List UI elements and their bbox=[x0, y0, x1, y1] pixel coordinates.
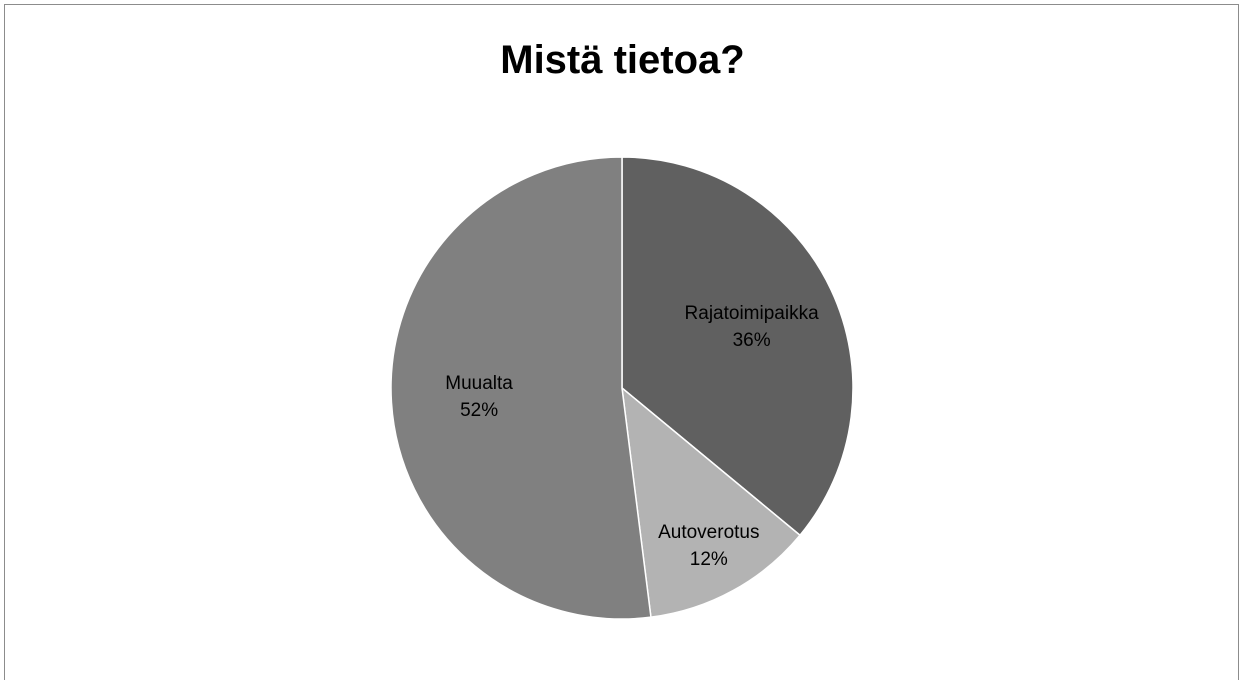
slice-label-percent: 36% bbox=[733, 330, 771, 351]
slice-label-percent: 12% bbox=[690, 549, 728, 570]
pie-slices bbox=[390, 156, 854, 620]
pie-slice-rajatoimipaikka bbox=[621, 156, 854, 536]
pie-slice-muualta bbox=[390, 156, 652, 620]
slice-label-name: Rajatoimipaikka bbox=[685, 303, 820, 324]
slice-label-name: Autoverotus bbox=[658, 522, 759, 543]
slice-label-name: Muualta bbox=[445, 373, 513, 394]
slice-label-percent: 52% bbox=[460, 400, 498, 421]
pie-labels: Rajatoimipaikka 36% Autoverotus 12% Muualta 5… bbox=[445, 303, 819, 570]
chart-title: Mistä tietoa? bbox=[500, 38, 745, 82]
pie-slice-autoverotus bbox=[621, 387, 801, 618]
